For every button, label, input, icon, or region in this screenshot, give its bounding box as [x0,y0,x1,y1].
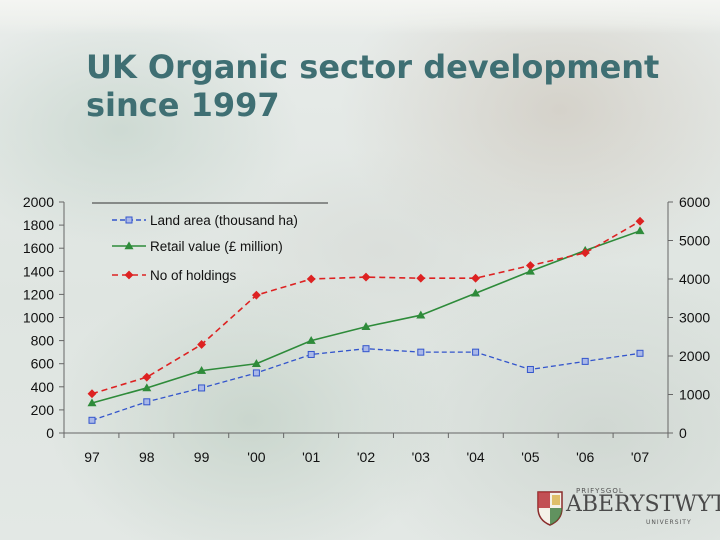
series-line [91,220,641,395]
y-left-tick-label: 1000 [23,310,54,326]
data-point [361,272,371,282]
data-point [526,365,534,373]
data-point [197,366,207,374]
data-point [87,398,97,407]
data-point [143,398,151,406]
logo-big-text: ABERYSTWYTH [566,492,720,517]
data-point [416,273,426,283]
legend-marker [125,216,133,224]
data-point [88,416,96,424]
legend-marker [124,270,134,280]
y-left-tick-label: 800 [31,333,55,349]
x-tick-label: '00 [247,449,265,465]
data-point [417,348,425,356]
slide-title: UK Organic sector development since 1997 [86,48,686,124]
plot-area [64,202,668,433]
data-point [198,384,206,392]
top-decorative-band [0,0,720,34]
series-1 [88,345,644,424]
x-tick-label: '04 [466,449,484,465]
data-point [635,216,645,226]
x-tick-label: 98 [139,449,155,465]
data-point [307,350,315,358]
data-point [472,348,480,356]
data-point [251,290,261,300]
x-tick-label: '05 [521,449,539,465]
y-right-tick-label: 4000 [679,271,710,287]
data-point [142,383,152,392]
y-right-tick-label: 1000 [679,387,710,403]
y-left-tick-label: 1200 [23,286,54,302]
y-left-tick-label: 2000 [23,194,54,210]
data-point [252,369,260,377]
y-left-tick-label: 600 [31,356,55,372]
y-left-tick-label: 1400 [23,263,54,279]
data-point [251,359,261,367]
legend-label: Retail value (£ million) [150,239,283,254]
x-tick-label: '07 [631,449,649,465]
data-point [581,357,589,365]
title-line-1: UK Organic sector development [86,48,660,86]
title-line-2: since 1997 [86,86,280,124]
legend-label: Land area (thousand ha) [150,213,298,228]
data-point [525,266,535,275]
x-tick-label: 97 [84,449,100,465]
data-point [525,261,535,270]
y-left-tick-label: 0 [46,425,54,441]
y-right-tick-label: 2000 [679,348,710,364]
y-right-tick-label: 0 [679,425,687,441]
data-point [142,372,152,382]
data-point [471,273,481,283]
crest-icon [537,491,563,526]
data-point [636,349,644,357]
x-tick-label: 99 [194,449,210,465]
y-right-tick-label: 3000 [679,310,710,326]
data-point [580,248,590,258]
y-left-tick-label: 1600 [23,240,54,256]
y-right-tick-label: 6000 [679,194,710,210]
data-point [306,335,316,344]
data-point [197,340,207,349]
series-3 [87,216,645,399]
data-point [362,345,370,353]
legend-label: No of holdings [150,268,237,283]
y-left-tick-label: 1800 [23,217,54,233]
x-tick-label: '03 [412,449,430,465]
logo-sub-text: UNIVERSITY [646,519,692,526]
x-tick-label: '01 [302,449,320,465]
university-logo: PRIFYSGOL ABERYSTWYTH UNIVERSITY [534,486,720,530]
y-right-tick-label: 5000 [679,233,710,249]
logo-small-text: PRIFYSGOL [576,487,624,495]
y-left-tick-label: 400 [31,379,55,395]
x-tick-label: '02 [357,449,375,465]
x-tick-label: '06 [576,449,594,465]
data-point [361,322,371,331]
data-point [87,389,97,399]
legend: Land area (thousand ha) Retail value (£ m… [92,202,328,283]
y-left-tick-label: 200 [31,402,55,418]
data-point [416,310,426,319]
data-point [471,288,481,297]
legend-marker [124,241,134,250]
data-point [635,226,645,235]
data-point [306,274,316,284]
